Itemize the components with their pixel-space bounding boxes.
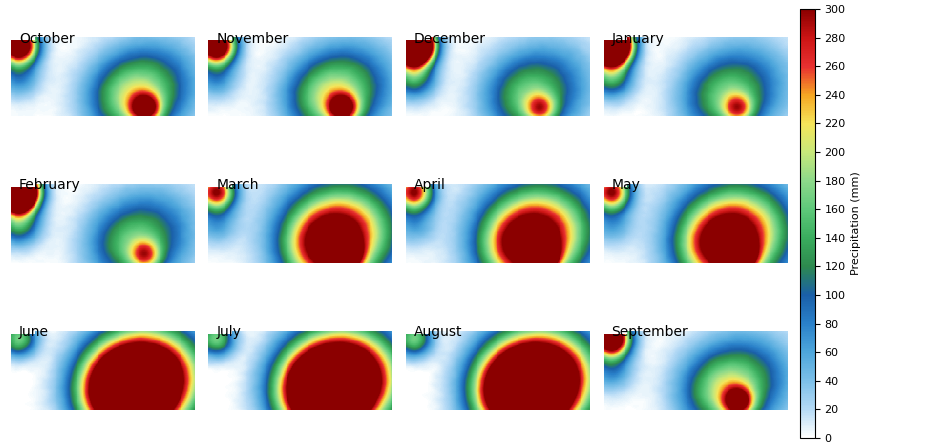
Text: March: March — [217, 178, 259, 193]
Y-axis label: Precipitation (mm): Precipitation (mm) — [851, 172, 861, 275]
Text: November: November — [217, 32, 289, 46]
Text: January: January — [611, 32, 664, 46]
Text: October: October — [19, 32, 74, 46]
Text: August: August — [414, 325, 462, 339]
Text: May: May — [611, 178, 641, 193]
Text: June: June — [19, 325, 49, 339]
Text: December: December — [414, 32, 486, 46]
Text: September: September — [611, 325, 688, 339]
Text: February: February — [19, 178, 81, 193]
Text: July: July — [217, 325, 242, 339]
Text: April: April — [414, 178, 445, 193]
